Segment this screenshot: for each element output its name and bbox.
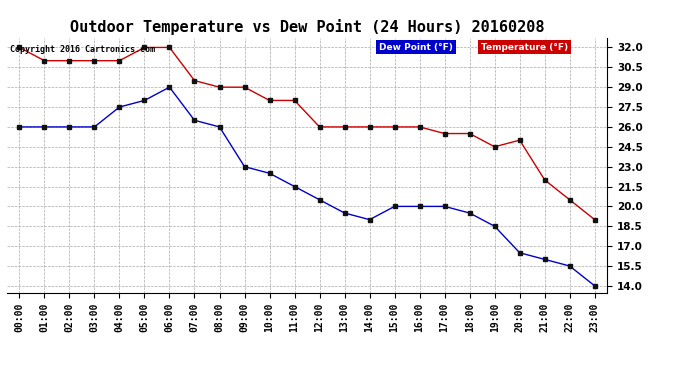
Text: Dew Point (°F): Dew Point (°F) — [379, 43, 453, 52]
Text: Temperature (°F): Temperature (°F) — [481, 43, 569, 52]
Title: Outdoor Temperature vs Dew Point (24 Hours) 20160208: Outdoor Temperature vs Dew Point (24 Hou… — [70, 19, 544, 35]
Text: Copyright 2016 Cartronics.com: Copyright 2016 Cartronics.com — [10, 45, 155, 54]
